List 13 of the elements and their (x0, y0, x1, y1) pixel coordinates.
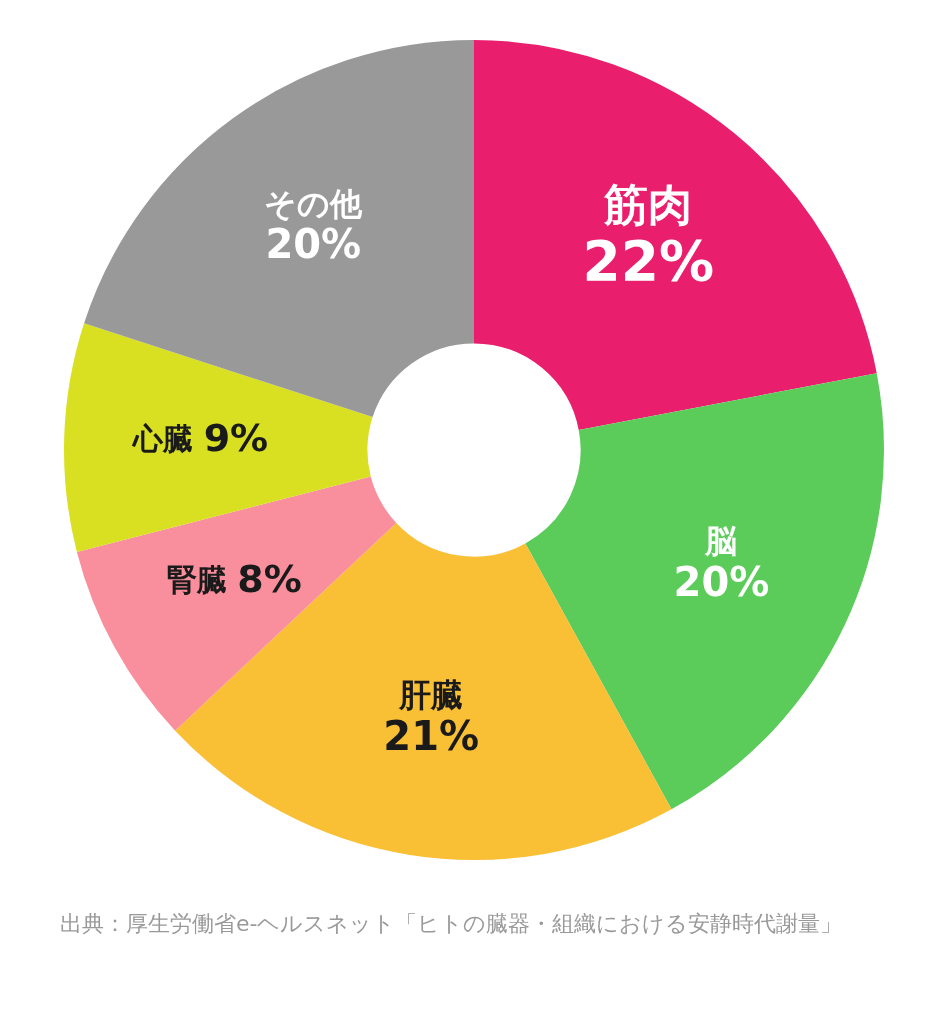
slice-label: 肝臓 (398, 676, 464, 715)
slice-label: 脳 (704, 522, 738, 561)
data-label: 22% (582, 228, 715, 293)
slice-label: 腎臓 (166, 561, 238, 597)
data-label: 8% (237, 556, 302, 601)
slice-label: その他 (264, 184, 364, 223)
slice-label: 筋肉 (603, 178, 693, 230)
data-label: 20% (673, 559, 770, 606)
source-note: 出典：厚生労働省e-ヘルスネット「ヒトの臓器・組織における安静時代謝量」 (60, 910, 844, 938)
data-label: 9% (203, 416, 269, 461)
data-label: 21% (383, 712, 480, 759)
slice-label: 心臓 (131, 421, 204, 457)
data-label: 20% (265, 221, 362, 268)
